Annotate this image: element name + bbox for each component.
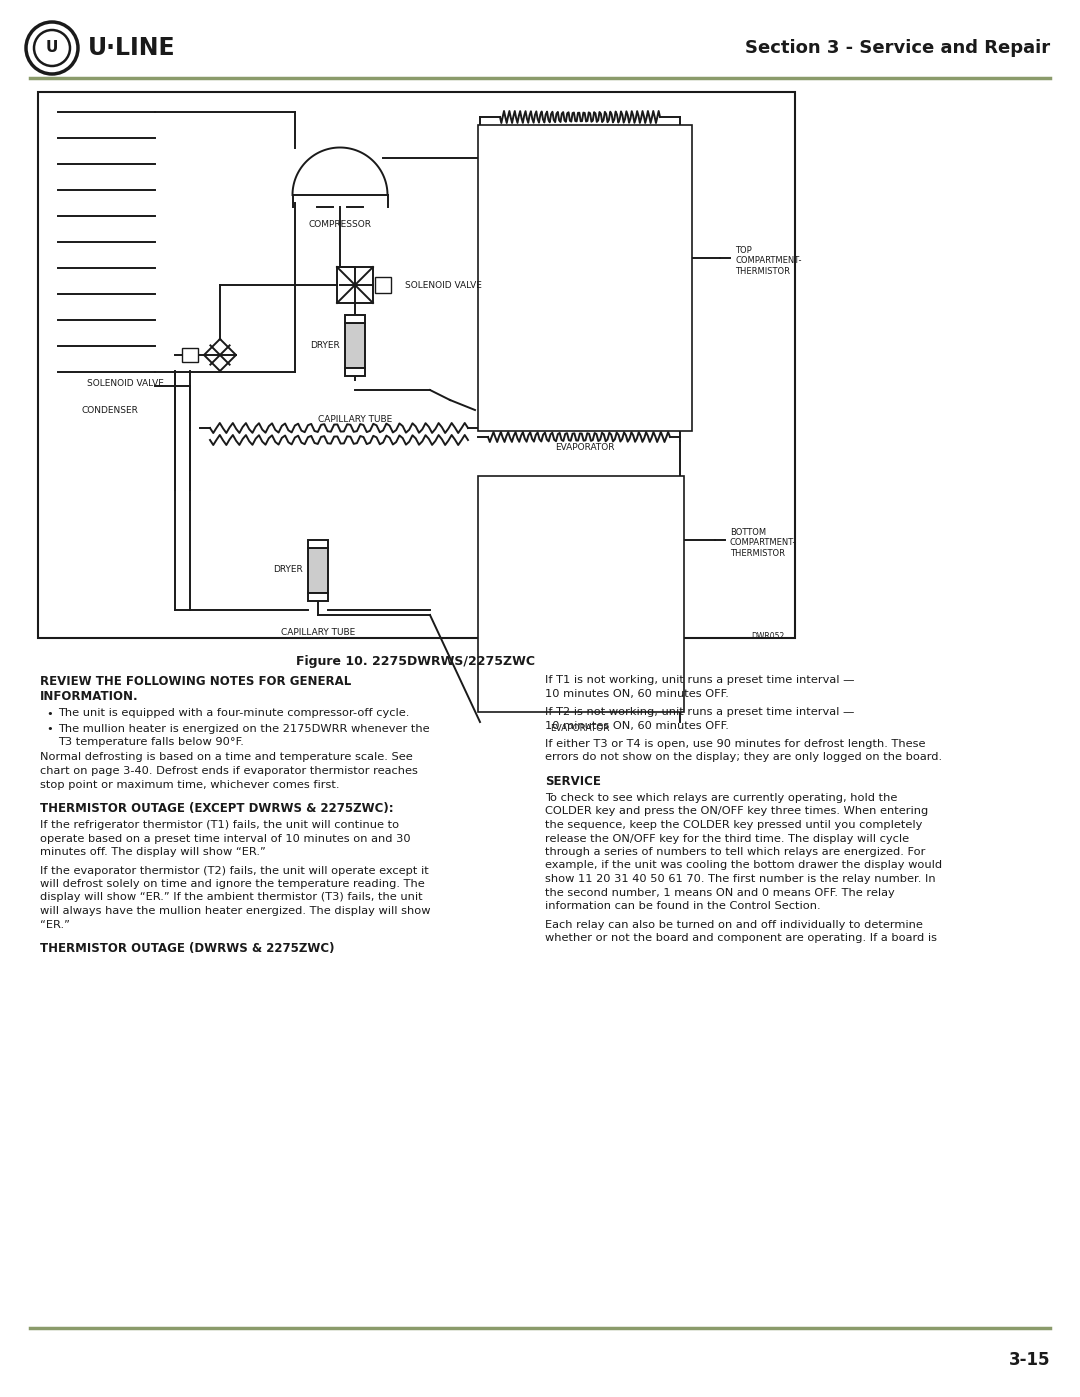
Text: If T2 is not working, unit runs a preset time interval —: If T2 is not working, unit runs a preset… <box>545 707 854 717</box>
Bar <box>478 476 684 712</box>
Text: INFORMATION.: INFORMATION. <box>40 690 138 703</box>
Text: REVIEW THE FOLLOWING NOTES FOR GENERAL: REVIEW THE FOLLOWING NOTES FOR GENERAL <box>40 675 351 687</box>
Text: the sequence, keep the COLDER key pressed until you completely: the sequence, keep the COLDER key presse… <box>545 820 922 830</box>
Text: Each relay can also be turned on and off individually to determine: Each relay can also be turned on and off… <box>545 919 923 929</box>
Text: 10 minutes ON, 60 minutes OFF.: 10 minutes ON, 60 minutes OFF. <box>545 689 729 698</box>
Text: The unit is equipped with a four-minute compressor-off cycle.: The unit is equipped with a four-minute … <box>58 708 409 718</box>
Bar <box>345 367 365 376</box>
Text: To check to see which relays are currently operating, hold the: To check to see which relays are current… <box>545 793 897 803</box>
Text: 3-15: 3-15 <box>1009 1351 1050 1369</box>
Text: Section 3 - Service and Repair: Section 3 - Service and Repair <box>745 39 1050 57</box>
Text: show 11 20 31 40 50 61 70. The first number is the relay number. In: show 11 20 31 40 50 61 70. The first num… <box>545 875 935 884</box>
Text: minutes off. The display will show “ER.”: minutes off. The display will show “ER.” <box>40 847 266 856</box>
Text: •: • <box>46 725 53 735</box>
Text: Figure 10. 2275DWRWS/2275ZWC: Figure 10. 2275DWRWS/2275ZWC <box>296 655 535 668</box>
Text: EVAPORATOR: EVAPORATOR <box>550 724 610 733</box>
Text: SOLENOID VALVE: SOLENOID VALVE <box>87 379 164 388</box>
Bar <box>345 314 365 323</box>
Text: COLDER key and press the ON/OFF key three times. When entering: COLDER key and press the ON/OFF key thre… <box>545 806 928 816</box>
Text: CAPILLARY TUBE: CAPILLARY TUBE <box>318 415 392 425</box>
Text: will always have the mullion heater energized. The display will show: will always have the mullion heater ener… <box>40 907 431 916</box>
Text: information can be found in the Control Section.: information can be found in the Control … <box>545 901 821 911</box>
Text: The mullion heater is energized on the 2175DWRR whenever the: The mullion heater is energized on the 2… <box>58 724 430 733</box>
Text: SERVICE: SERVICE <box>545 775 600 788</box>
Text: U: U <box>45 41 58 56</box>
Bar <box>308 592 328 601</box>
Text: errors do not show on the display; they are only logged on the board.: errors do not show on the display; they … <box>545 753 942 763</box>
Text: chart on page 3-40. Defrost ends if evaporator thermistor reaches: chart on page 3-40. Defrost ends if evap… <box>40 766 418 775</box>
Text: will defrost solely on time and ignore the temperature reading. The: will defrost solely on time and ignore t… <box>40 879 424 888</box>
Bar <box>308 548 328 592</box>
Text: release the ON/OFF key for the third time. The display will cycle: release the ON/OFF key for the third tim… <box>545 834 909 844</box>
Text: Normal defrosting is based on a time and temperature scale. See: Normal defrosting is based on a time and… <box>40 753 413 763</box>
Text: COMPRESSOR: COMPRESSOR <box>309 219 372 229</box>
Text: 10 minutes ON, 60 minutes OFF.: 10 minutes ON, 60 minutes OFF. <box>545 721 729 731</box>
Bar <box>308 539 328 548</box>
Text: DRYER: DRYER <box>310 341 340 349</box>
Text: THERMISTOR OUTAGE (DWRWS & 2275ZWC): THERMISTOR OUTAGE (DWRWS & 2275ZWC) <box>40 942 335 956</box>
Text: example, if the unit was cooling the bottom drawer the display would: example, if the unit was cooling the bot… <box>545 861 942 870</box>
Bar <box>345 323 365 367</box>
Text: SOLENOID VALVE: SOLENOID VALVE <box>405 281 482 289</box>
Bar <box>38 92 795 638</box>
Text: If T1 is not working, unit runs a preset time interval —: If T1 is not working, unit runs a preset… <box>545 675 854 685</box>
Text: through a series of numbers to tell which relays are energized. For: through a series of numbers to tell whic… <box>545 847 926 856</box>
Text: BOTTOM
COMPARTMENT-
THERMISTOR: BOTTOM COMPARTMENT- THERMISTOR <box>730 528 797 557</box>
Text: DRYER: DRYER <box>273 566 303 574</box>
Text: THERMISTOR OUTAGE (EXCEPT DWRWS & 2275ZWC):: THERMISTOR OUTAGE (EXCEPT DWRWS & 2275ZW… <box>40 802 393 814</box>
Text: the second number, 1 means ON and 0 means OFF. The relay: the second number, 1 means ON and 0 mean… <box>545 887 894 897</box>
Text: display will show “ER.” If the ambient thermistor (T3) fails, the unit: display will show “ER.” If the ambient t… <box>40 893 422 902</box>
Text: stop point or maximum time, whichever comes first.: stop point or maximum time, whichever co… <box>40 780 339 789</box>
Text: operate based on a preset time interval of 10 minutes on and 30: operate based on a preset time interval … <box>40 834 410 844</box>
Bar <box>375 277 391 293</box>
Text: EVAPORATOR: EVAPORATOR <box>555 443 615 453</box>
Text: DWR052: DWR052 <box>752 631 785 641</box>
Bar <box>478 124 692 432</box>
Text: T3 temperature falls below 90°F.: T3 temperature falls below 90°F. <box>58 738 244 747</box>
Text: U·LINE: U·LINE <box>87 36 176 60</box>
Text: If either T3 or T4 is open, use 90 minutes for defrost length. These: If either T3 or T4 is open, use 90 minut… <box>545 739 926 749</box>
Text: “ER.”: “ER.” <box>40 919 70 929</box>
Text: •: • <box>46 710 53 719</box>
Text: If the refrigerator thermistor (T1) fails, the unit will continue to: If the refrigerator thermistor (T1) fail… <box>40 820 400 830</box>
Text: If the evaporator thermistor (T2) fails, the unit will operate except it: If the evaporator thermistor (T2) fails,… <box>40 866 429 876</box>
Text: whether or not the board and component are operating. If a board is: whether or not the board and component a… <box>545 933 937 943</box>
Text: TOP
COMPARTMENT-
THERMISTOR: TOP COMPARTMENT- THERMISTOR <box>735 246 801 275</box>
Text: CONDENSER: CONDENSER <box>82 407 138 415</box>
Bar <box>183 348 198 362</box>
Text: CAPILLARY TUBE: CAPILLARY TUBE <box>281 629 355 637</box>
